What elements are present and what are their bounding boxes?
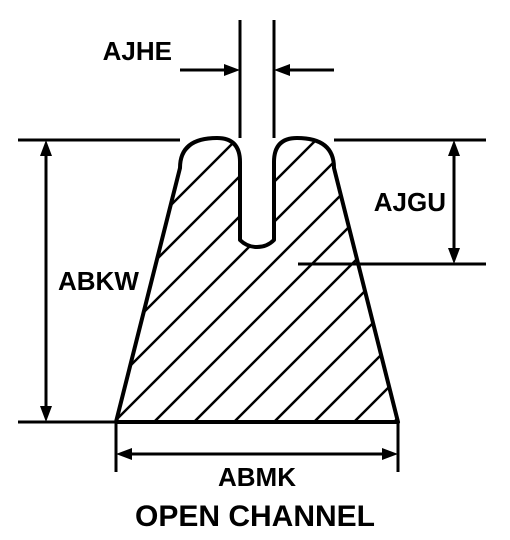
open-channel-diagram: AJHE ABKW AJGU ABMK OPEN CHANNEL [0, 0, 510, 540]
label-abmk: ABMK [218, 462, 296, 492]
caption: OPEN CHANNEL [135, 500, 375, 533]
label-ajhe: AJHE [103, 36, 172, 66]
label-ajgu: AJGU [374, 187, 446, 217]
label-abkw: ABKW [58, 266, 139, 296]
